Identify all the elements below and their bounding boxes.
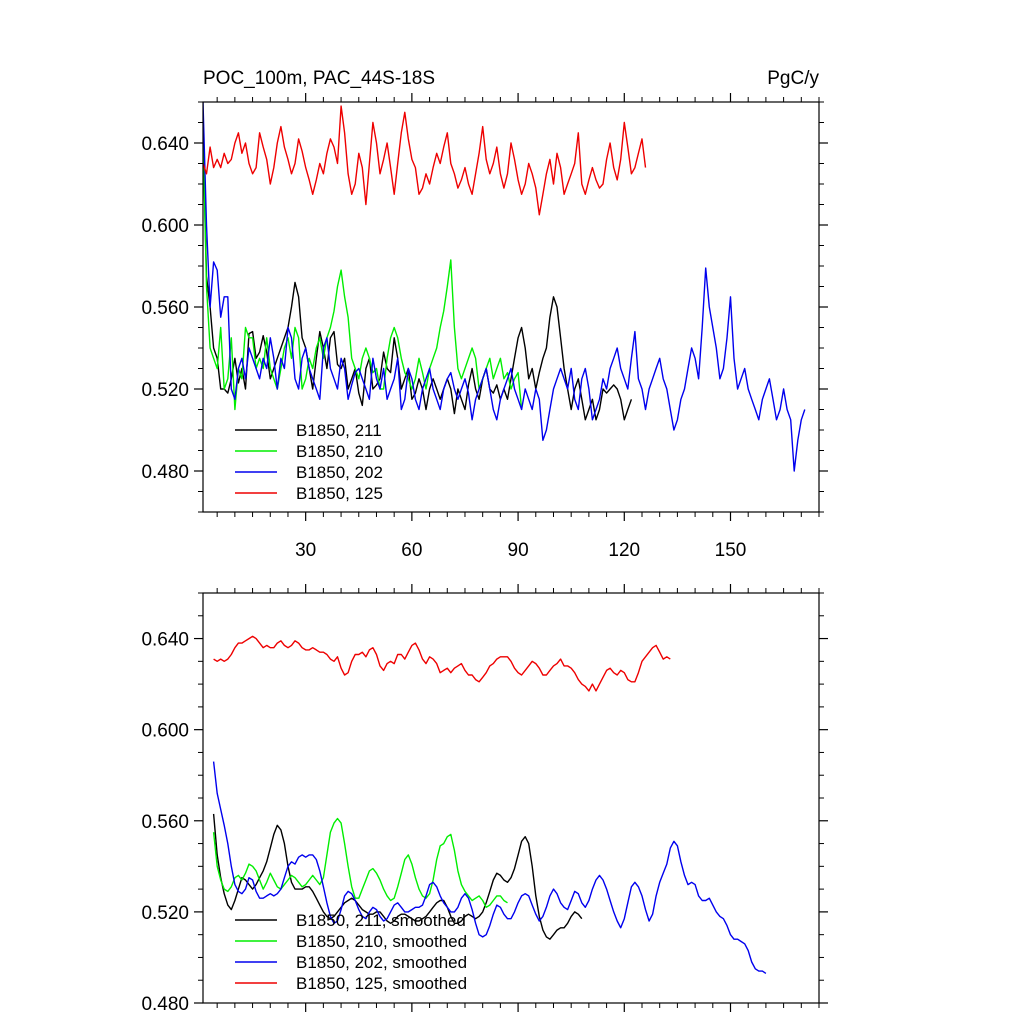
series-lines: [203, 102, 806, 472]
axis-ticks: 0.480 0.520 0.560 0.600 0.640: [141, 584, 828, 1015]
chart-title: POC_100m, PAC_44S-18S: [203, 68, 435, 89]
x-tick-label: 120: [608, 540, 640, 561]
y-tick-label: 0.640: [141, 134, 189, 155]
y-tick-label: 0.600: [141, 721, 189, 742]
legend-label: B1850, 202: [296, 463, 383, 482]
raw-timeseries-panel: POC_100m, PAC_44S-18S PgC/y 0.4800.5200.…: [141, 68, 828, 561]
series-line: [212, 817, 508, 908]
y-tick-label: 0.560: [141, 298, 189, 319]
y-tick-label: 0.520: [141, 903, 189, 924]
y-tick-label: 0.520: [141, 380, 189, 401]
x-tick-label: 150: [715, 540, 747, 561]
plot-frame: [202, 101, 820, 513]
series-line: [213, 635, 671, 692]
series-line: [203, 105, 647, 216]
series-line: [212, 813, 583, 940]
y-tick-label: 0.480: [141, 994, 189, 1015]
y-tick-label: 0.560: [141, 812, 189, 833]
legend-label: B1850, 211: [296, 421, 382, 440]
series-line: [212, 761, 767, 974]
legend-label: B1850, 210, smoothed: [296, 932, 467, 951]
series-line: [203, 102, 806, 472]
series-lines: [212, 635, 767, 974]
legend-label: B1850, 210: [296, 442, 383, 461]
legend-label: B1850, 125: [296, 484, 383, 503]
legend-label: B1850, 125, smoothed: [296, 974, 467, 993]
y-tick-label: 0.480: [141, 462, 189, 483]
x-tick-label: 90: [508, 540, 529, 561]
units-label: PgC/y: [767, 68, 819, 89]
smoothed-timeseries-panel: 0.480 0.520 0.560 0.600 0.640 B1850, 211, sm…: [141, 584, 828, 1015]
y-tick-label: 0.600: [141, 216, 189, 237]
x-tick-label: 30: [295, 540, 316, 561]
legend: B1850, 211 B1850, 210 B1850, 202 B1850, 125: [235, 421, 383, 503]
legend-label: B1850, 202, smoothed: [296, 953, 467, 972]
x-tick-label: 60: [401, 540, 422, 561]
y-tick-label: 0.640: [141, 630, 189, 651]
legend: B1850, 211, smoothed B1850, 210, smoothed…: [235, 911, 467, 993]
plot-frame: [202, 592, 820, 1004]
axis-ticks: 0.480 0.520 0.560 0.600 0.640 30 60 90 120 150: [141, 93, 828, 561]
legend-label: B1850, 211, smoothed: [296, 911, 466, 930]
